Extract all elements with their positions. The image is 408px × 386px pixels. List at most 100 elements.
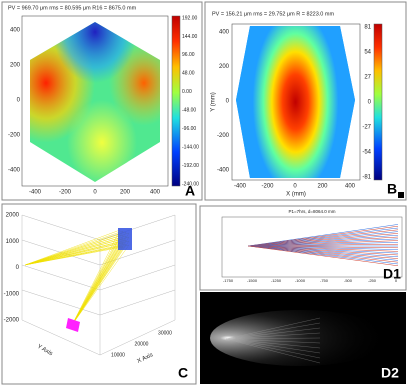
y-tick-label: 200 [10, 63, 21, 69]
y-tick-label: 200 [219, 64, 230, 70]
ray [24, 229, 121, 266]
ray [71, 237, 121, 326]
z-tick-label: 1000 [6, 239, 20, 245]
x-tick-label: -1250 [271, 278, 282, 283]
plot-title: P1=7hrs, d=8064.0 mm [288, 209, 335, 214]
panel-b [204, 1, 407, 201]
surface-map [236, 26, 355, 178]
panel-d1 [199, 205, 407, 291]
ray [247, 236, 399, 247]
colorbar-tick-label: 144.00 [182, 34, 198, 40]
ray [247, 245, 399, 249]
ray [247, 245, 399, 254]
y-tick-label: 0 [17, 98, 21, 104]
colorbar-tick-label: -96.00 [182, 126, 196, 132]
streak [225, 332, 321, 340]
panel-label: B [387, 181, 397, 197]
x-tick-label: -400 [234, 184, 247, 190]
colorbar [171, 15, 181, 187]
ray [24, 238, 124, 266]
ray [247, 245, 399, 263]
streak [225, 327, 321, 340]
detector [118, 228, 132, 250]
ray [247, 227, 399, 247]
y-tick-label: -200 [8, 133, 21, 139]
colorbar-tick-label: 48.00 [182, 71, 195, 77]
x-axis-title: X (mm) [286, 192, 306, 198]
colorbar-tick-label: -192.00 [182, 163, 199, 169]
streak [225, 338, 321, 364]
surface-map [30, 22, 160, 182]
colorbar-tick-label: 96.00 [182, 52, 195, 58]
ray [71, 244, 130, 326]
ray [247, 245, 399, 259]
colorbar-tick-label: 27 [364, 75, 371, 81]
x-tick-label: 10000 [111, 352, 125, 358]
header: PV = 156.21 μm rms = 29.752 μm R = 8223.… [212, 11, 334, 17]
ray [247, 231, 399, 247]
ray [71, 245, 121, 326]
colorbar-tick-label: -81 [362, 175, 371, 181]
rays [247, 224, 399, 267]
ray [24, 242, 124, 266]
ray [24, 233, 121, 266]
ray [247, 245, 399, 261]
panel-label: C [178, 365, 188, 381]
z-tick-label: -1000 [4, 291, 20, 297]
x-tick-label: -400 [29, 190, 42, 196]
x-tick-label: -250 [368, 278, 377, 283]
ray [24, 230, 124, 266]
y-axis-title: Y (mm) [211, 92, 217, 112]
x-tick-label: -1000 [295, 278, 306, 283]
x-tick-label: -200 [261, 184, 274, 190]
x-tick-label: 400 [345, 184, 356, 190]
ray [71, 229, 121, 326]
axes-box [21, 214, 176, 356]
y-tick-label: 0 [226, 99, 230, 105]
ray [247, 245, 399, 250]
x-tick-label: 200 [120, 190, 131, 196]
panel-c [1, 203, 197, 385]
ray [247, 225, 399, 247]
ray [247, 243, 399, 247]
ray [247, 242, 399, 247]
x-tick-label: 30000 [158, 330, 172, 336]
streak [225, 317, 321, 340]
streak [225, 337, 321, 340]
z-tick-label: 0 [16, 265, 20, 271]
ray [24, 245, 121, 266]
ray [247, 238, 399, 247]
colorbar-tick-label: -54 [362, 150, 371, 156]
z-tick-label: 2000 [6, 213, 20, 219]
y-tick-label: 400 [219, 30, 230, 36]
streak [225, 338, 321, 349]
ray [247, 245, 399, 252]
ray [24, 241, 121, 266]
header: PV = 969.70 μm rms = 80.595 μm R16 = 867… [8, 5, 137, 11]
ray [24, 234, 124, 266]
panel-a [1, 1, 203, 201]
y-tick-label: 400 [10, 28, 21, 34]
marker [398, 192, 404, 198]
x-tick-label: -1750 [223, 278, 234, 283]
streak [225, 338, 321, 354]
panel-label: D1 [383, 266, 401, 282]
ray [247, 233, 399, 247]
panel-d2 [200, 292, 406, 384]
plot-frame [231, 23, 361, 181]
colorbar-tick-label: 192.00 [182, 15, 198, 21]
y-tick-label: -200 [217, 133, 230, 139]
y-tick-label: -400 [217, 168, 230, 174]
colorbar-tick-label: 0 [368, 100, 372, 106]
plot-frame [221, 216, 403, 278]
x-tick-label: 0 [93, 190, 97, 196]
x-tick-label: -750 [320, 278, 329, 283]
ray [247, 245, 399, 258]
x-tick-label: 20000 [135, 341, 149, 347]
ray [247, 240, 399, 247]
ray [247, 245, 399, 267]
x-tick-label: 400 [150, 190, 161, 196]
ray [247, 229, 399, 247]
ray [24, 246, 124, 266]
